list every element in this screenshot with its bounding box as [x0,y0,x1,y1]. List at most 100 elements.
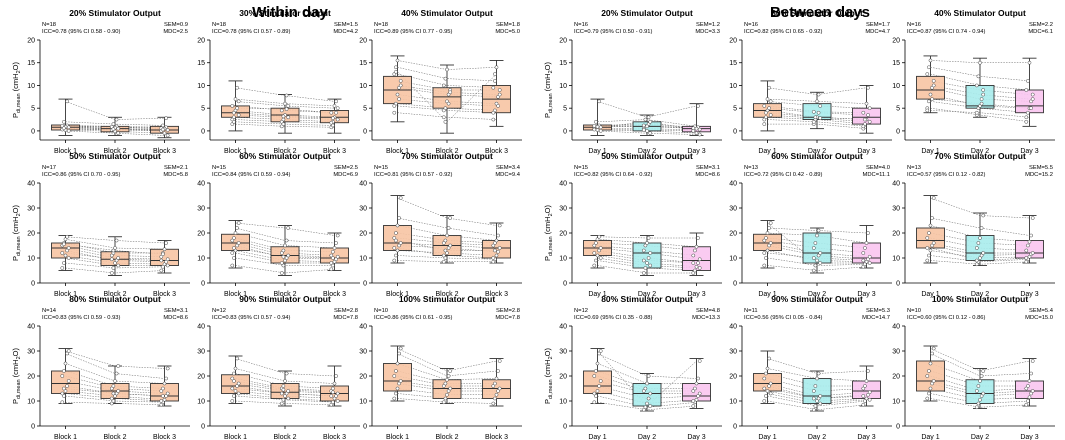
y-tick-label: 20 [197,38,205,45]
data-point [1027,60,1032,65]
stat-n: N=13 [744,165,758,171]
data-point [864,241,869,245]
data-point [861,394,866,398]
data-point [232,119,236,124]
data-point [867,390,872,395]
data-point [694,397,699,402]
data-point [691,399,696,403]
y-tick-label: 0 [31,424,35,431]
data-point [818,394,823,398]
paired-line [767,368,867,382]
data-point [693,248,697,253]
data-point [232,236,236,240]
data-point [925,246,930,250]
data-point [162,247,167,252]
data-point [927,391,931,396]
y-tick-label: 20 [729,374,737,381]
data-point [284,93,289,98]
data-point [164,116,168,121]
stat-icc: ICC=0.81 (95% CI 0.57 - 0.92) [374,172,453,178]
data-point [648,119,653,124]
paired-line [930,85,1030,100]
stat-mdc: MDC=7.8 [495,315,520,321]
paired-line [397,370,497,384]
data-point [161,127,165,132]
data-point [493,248,497,253]
data-point [398,346,403,351]
stat-n: N=14 [42,308,57,314]
data-point [279,271,284,275]
y-tick-label: 0 [363,281,367,288]
panel-title: 60% Stimulator Output [239,151,331,161]
data-point [597,234,601,239]
data-point [811,396,816,401]
data-point [398,83,403,88]
paired-line [235,368,335,384]
y-tick-label: 15 [559,60,567,67]
data-point [979,374,984,378]
data-point [645,401,649,406]
y-tick-label: 40 [729,324,737,331]
y-tick-label: 10 [892,83,900,90]
panel-title: 90% Stimulator Output [239,294,331,304]
paired-line [235,242,335,257]
data-point [928,386,933,391]
y-tick-label: 10 [729,399,737,406]
stat-mdc: MDC=14.7 [862,315,890,321]
y-tick-label: 30 [359,349,367,356]
stat-mdc: MDC=9.4 [495,172,520,178]
data-point [1027,395,1032,400]
data-point [60,391,65,396]
data-point [641,123,646,128]
data-point [978,379,982,383]
stat-mdc: MDC=3.3 [695,29,720,35]
data-point [329,110,334,115]
data-point [931,79,936,83]
data-point [114,371,119,376]
data-point [395,248,400,253]
x-tick-label: Block 2 [436,434,459,440]
data-point [765,97,770,101]
data-point [592,263,597,268]
data-point [446,101,451,106]
stat-n: N=16 [574,22,588,28]
data-point [232,371,236,376]
data-point [818,251,823,255]
data-point [764,256,768,260]
paired-line [930,242,1030,254]
box [270,383,300,399]
data-point [981,369,986,373]
paired-line [767,242,867,257]
data-point [646,374,651,378]
panel-title: 50% Stimulator Output [69,151,161,161]
box [221,374,250,394]
data-point [441,400,446,405]
data-point [595,253,600,258]
stat-n: N=18 [42,22,56,28]
y-tick-label: 20 [27,374,35,381]
data-point [762,386,767,391]
data-point [398,379,403,383]
data-point [764,371,768,376]
paired-line [235,378,335,392]
data-point [866,113,870,117]
paired-line [930,380,1030,394]
paired-line [65,247,165,260]
data-point [765,366,770,371]
data-point [395,58,400,63]
y-tick-label: 0 [563,128,567,135]
data-point [397,216,401,220]
data-point [62,369,66,373]
data-point [281,387,286,392]
data-point [497,359,502,363]
paired-line [397,67,497,82]
data-point [866,369,870,373]
x-tick-label: Day 1 [588,434,606,440]
panel-title: 80% Stimulator Output [69,294,161,304]
y-tick-label: 0 [363,128,367,135]
data-point [116,263,121,268]
data-point [491,256,496,260]
